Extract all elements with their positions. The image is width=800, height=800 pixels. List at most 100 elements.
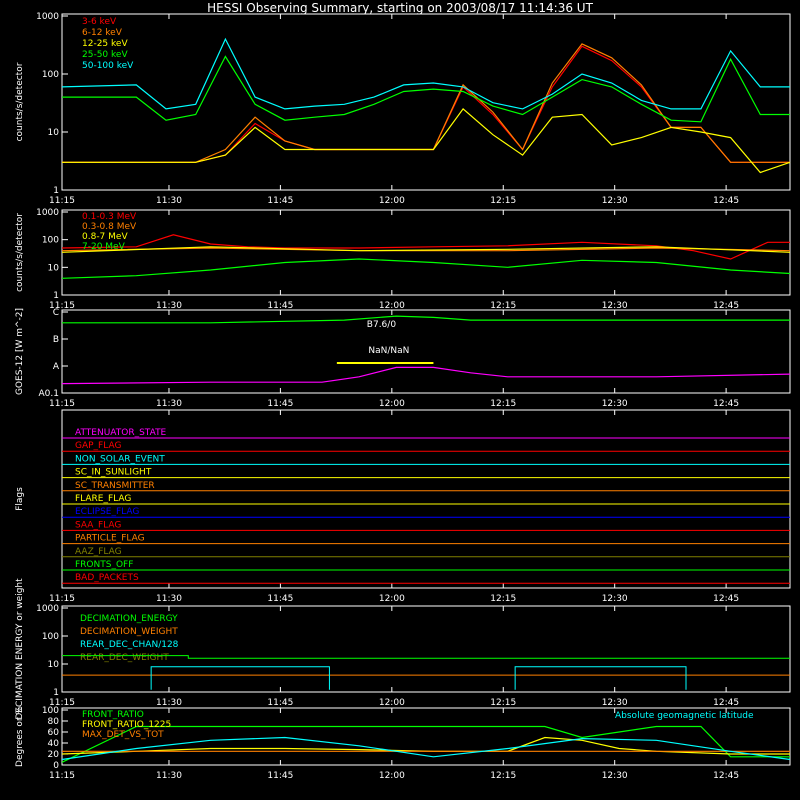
time-tick-label: 12:45: [713, 399, 739, 409]
time-tick-label: 12:15: [490, 399, 516, 409]
legend-entry: FRONT_RATIO_1225: [82, 720, 171, 730]
flag-label: SC_IN_SUNLIGHT: [75, 468, 152, 478]
series-line: [61, 725, 790, 763]
time-tick-label: 12:45: [713, 698, 739, 708]
panel-frame: [61, 209, 791, 296]
time-tick-label: 11:15: [49, 399, 75, 409]
y-axis-label: Flags: [15, 487, 25, 511]
panel-frame: [61, 409, 791, 589]
y-tick-label: 20: [48, 750, 60, 760]
time-tick-label: 11:30: [156, 594, 182, 604]
y-tick-label: 40: [48, 739, 60, 749]
time-tick-label: 12:30: [602, 196, 628, 206]
panels: 11:15 11:30 11:45 12:00 12:15 12:30 12:45 count…: [15, 12, 791, 781]
panel-frame: [61, 605, 791, 693]
flag-label: PARTICLE_FLAG: [75, 534, 145, 544]
y-tick-label: C: [53, 308, 59, 318]
y-axis-label: counts/s/detector: [15, 62, 25, 141]
time-tick-label: 12:00: [379, 196, 405, 206]
time-tick-label: 11:30: [156, 399, 182, 409]
time-tick-label: 11:15: [49, 594, 75, 604]
panel-frame: [61, 13, 791, 191]
time-tick-label: 12:45: [713, 594, 739, 604]
y-tick-label: 80: [48, 717, 60, 727]
time-tick-label: 11:15: [49, 698, 75, 708]
legend-entry: MAX_DET_VS_TOT: [82, 730, 164, 740]
y-tick-label: A0.1: [39, 389, 59, 399]
flag-label: ECLIPSE_FLAG: [75, 507, 139, 517]
panel-frame: [61, 309, 791, 394]
y-tick-label: 1000: [36, 604, 59, 614]
legend-entry: 0.1-0.3 MeV: [82, 212, 137, 222]
time-tick-label: 11:45: [267, 594, 293, 604]
goes-annotation: B7.6/0: [367, 320, 397, 330]
flag-label: NON_SOLAR_EVENT: [75, 454, 165, 464]
series-line: [514, 666, 687, 690]
y-tick-label: 60: [48, 728, 60, 738]
time-tick-label: 11:15: [49, 301, 75, 311]
series-line: [62, 108, 791, 174]
series-line: [61, 366, 791, 385]
time-tick-label: 11:15: [49, 771, 75, 781]
time-tick-label: 11:30: [156, 771, 182, 781]
flag-label: BAD_PACKETS: [75, 573, 139, 583]
y-tick-label: 100: [42, 236, 59, 246]
y-tick-label: 0: [53, 761, 59, 771]
time-tick-label: 11:45: [267, 698, 293, 708]
legend-entry: 3-6 keV: [82, 17, 117, 27]
y-tick-label: 10: [48, 128, 60, 138]
time-tick-label: 12:00: [379, 301, 405, 311]
series-line: [61, 258, 791, 279]
time-tick-label: 11:15: [49, 196, 75, 206]
series-line: [62, 43, 790, 163]
legend-entry: REAR_DEC_WEIGHT: [80, 653, 169, 663]
legend-entry: 6-12 keV: [82, 28, 123, 38]
legend-entry: 50-100 keV: [82, 61, 134, 71]
y-tick-label: 1000: [36, 12, 59, 22]
series-line: [61, 736, 791, 761]
y-tick-label: A: [53, 362, 60, 372]
chart-title: HESSI Observing Summary, starting on 200…: [207, 1, 593, 15]
series-line: [62, 655, 790, 659]
y-axis-label: Degrees or %: [15, 706, 25, 767]
series-line: [62, 55, 790, 123]
legend-entry: REAR_DEC_CHAN/128: [80, 640, 179, 650]
time-tick-label: 12:30: [602, 301, 628, 311]
y-tick-label: 1: [53, 688, 59, 698]
y-axis-label: DECIMATION ENERGY or weight: [15, 578, 25, 720]
time-tick-label: 11:45: [267, 301, 293, 311]
time-tick-label: 12:15: [490, 594, 516, 604]
time-tick-label: 12:00: [379, 594, 405, 604]
flag-label: SC_TRANSMITTER: [75, 481, 155, 491]
y-tick-label: 100: [42, 706, 59, 716]
y-tick-label: 100: [42, 70, 59, 80]
series-line: [61, 246, 791, 253]
time-tick-label: 12:30: [602, 698, 628, 708]
time-tick-label: 12:45: [713, 771, 739, 781]
time-tick-label: 12:15: [490, 698, 516, 708]
legend-entry: 7-20 MeV: [82, 242, 126, 252]
legend-entry: 0.8-7 MeV: [82, 232, 128, 242]
panel-frame: [61, 707, 791, 766]
y-tick-label: 100: [42, 632, 59, 642]
time-tick-label: 11:45: [267, 196, 293, 206]
flag-label: AAZ_FLAG: [75, 547, 122, 557]
time-tick-label: 12:30: [602, 771, 628, 781]
time-tick-label: 12:00: [379, 771, 405, 781]
y-tick-label: 1000: [36, 208, 59, 218]
series-line: [61, 37, 790, 110]
legend-entry: DECIMATION_ENERGY: [80, 614, 178, 624]
y-tick-label: B: [53, 335, 59, 345]
flag-label: FLARE_FLAG: [75, 494, 131, 504]
series-line: [61, 247, 791, 252]
legend-entry: Absolute geomagnetic latitude: [615, 711, 754, 721]
series-line: [62, 315, 790, 324]
legend-entry: 0.3-0.8 MeV: [82, 222, 137, 232]
time-tick-label: 12:00: [379, 399, 405, 409]
time-tick-label: 11:30: [156, 301, 182, 311]
flag-label: SAA_FLAG: [75, 520, 121, 530]
time-tick-label: 12:15: [490, 301, 516, 311]
y-tick-label: 10: [48, 263, 60, 273]
